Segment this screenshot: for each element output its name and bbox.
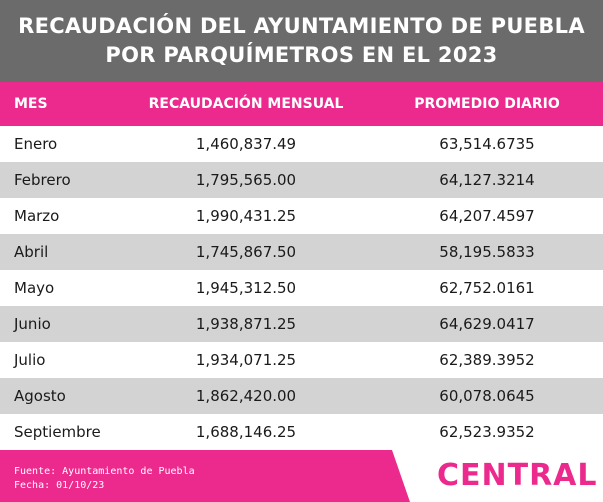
cell-recaudacion: 1,688,146.25: [195, 423, 297, 441]
table-header: MES RECAUDACIÓN MENSUAL PROMEDIO DIARIO: [0, 82, 603, 126]
title-line-2: POR PARQUÍMETROS EN EL 2023: [105, 43, 498, 67]
table-row: Septiembre 1,688,146.25 62,523.9352: [0, 414, 603, 450]
table-body: Enero 1,460,837.49 63,514.6735 Febrero 1,795…: [0, 126, 603, 450]
source-text: Fuente: Ayuntamiento de Puebla: [14, 466, 195, 477]
cell-recaudacion: 1,934,071.25: [195, 351, 297, 369]
cell-month: Junio: [14, 315, 51, 333]
logo-panel: [392, 450, 603, 502]
cell-month: Septiembre: [14, 423, 101, 441]
cell-month: Julio: [14, 351, 46, 369]
cell-month: Febrero: [14, 171, 71, 189]
cell-promedio: 58,195.5833: [439, 243, 535, 261]
source-note: Fuente: Ayuntamiento de Puebla Fecha: 01…: [14, 465, 195, 493]
footer: Fuente: Ayuntamiento de Puebla Fecha: 01…: [0, 450, 603, 502]
cell-recaudacion: 1,945,312.50: [195, 279, 297, 297]
cell-promedio: 63,514.6735: [439, 135, 535, 153]
cell-promedio: 64,629.0417: [439, 315, 535, 333]
cell-promedio: 60,078.0645: [439, 387, 535, 405]
table-row: Marzo 1,990,431.25 64,207.4597: [0, 198, 603, 234]
table-row: Mayo 1,945,312.50 62,752.0161: [0, 270, 603, 306]
table-row: Junio 1,938,871.25 64,629.0417: [0, 306, 603, 342]
cell-recaudacion: 1,795,565.00: [195, 171, 297, 189]
table-row: Agosto 1,862,420.00 60,078.0645: [0, 378, 603, 414]
column-header-promedio: PROMEDIO DIARIO: [414, 96, 560, 112]
cell-recaudacion: 1,938,871.25: [195, 315, 297, 333]
cell-month: Agosto: [14, 387, 66, 405]
cell-recaudacion: 1,862,420.00: [195, 387, 297, 405]
cell-promedio: 62,523.9352: [439, 423, 535, 441]
cell-recaudacion: 1,460,837.49: [195, 135, 297, 153]
title-line-1: RECAUDACIÓN DEL AYUNTAMIENTO DE PUEBLA: [18, 14, 585, 38]
cell-month: Marzo: [14, 207, 60, 225]
central-logo: CENTRAL: [437, 458, 598, 493]
cell-recaudacion: 1,990,431.25: [195, 207, 297, 225]
cell-recaudacion: 1,745,867.50: [195, 243, 297, 261]
column-header-recaudacion: RECAUDACIÓN MENSUAL: [148, 96, 344, 112]
cell-promedio: 62,752.0161: [439, 279, 535, 297]
cell-month: Abril: [14, 243, 49, 261]
chart-title: RECAUDACIÓN DEL AYUNTAMIENTO DE PUEBLA P…: [0, 0, 603, 82]
date-text: Fecha: 01/10/23: [14, 480, 105, 491]
cell-month: Enero: [14, 135, 58, 153]
table-row: Julio 1,934,071.25 62,389.3952: [0, 342, 603, 378]
table-row: Abril 1,745,867.50 58,195.5833: [0, 234, 603, 270]
cell-month: Mayo: [14, 279, 55, 297]
table-row: Enero 1,460,837.49 63,514.6735: [0, 126, 603, 162]
column-header-mes: MES: [14, 96, 48, 112]
cell-promedio: 64,207.4597: [439, 207, 535, 225]
cell-promedio: 62,389.3952: [439, 351, 535, 369]
cell-promedio: 64,127.3214: [439, 171, 535, 189]
table-row: Febrero 1,795,565.00 64,127.3214: [0, 162, 603, 198]
